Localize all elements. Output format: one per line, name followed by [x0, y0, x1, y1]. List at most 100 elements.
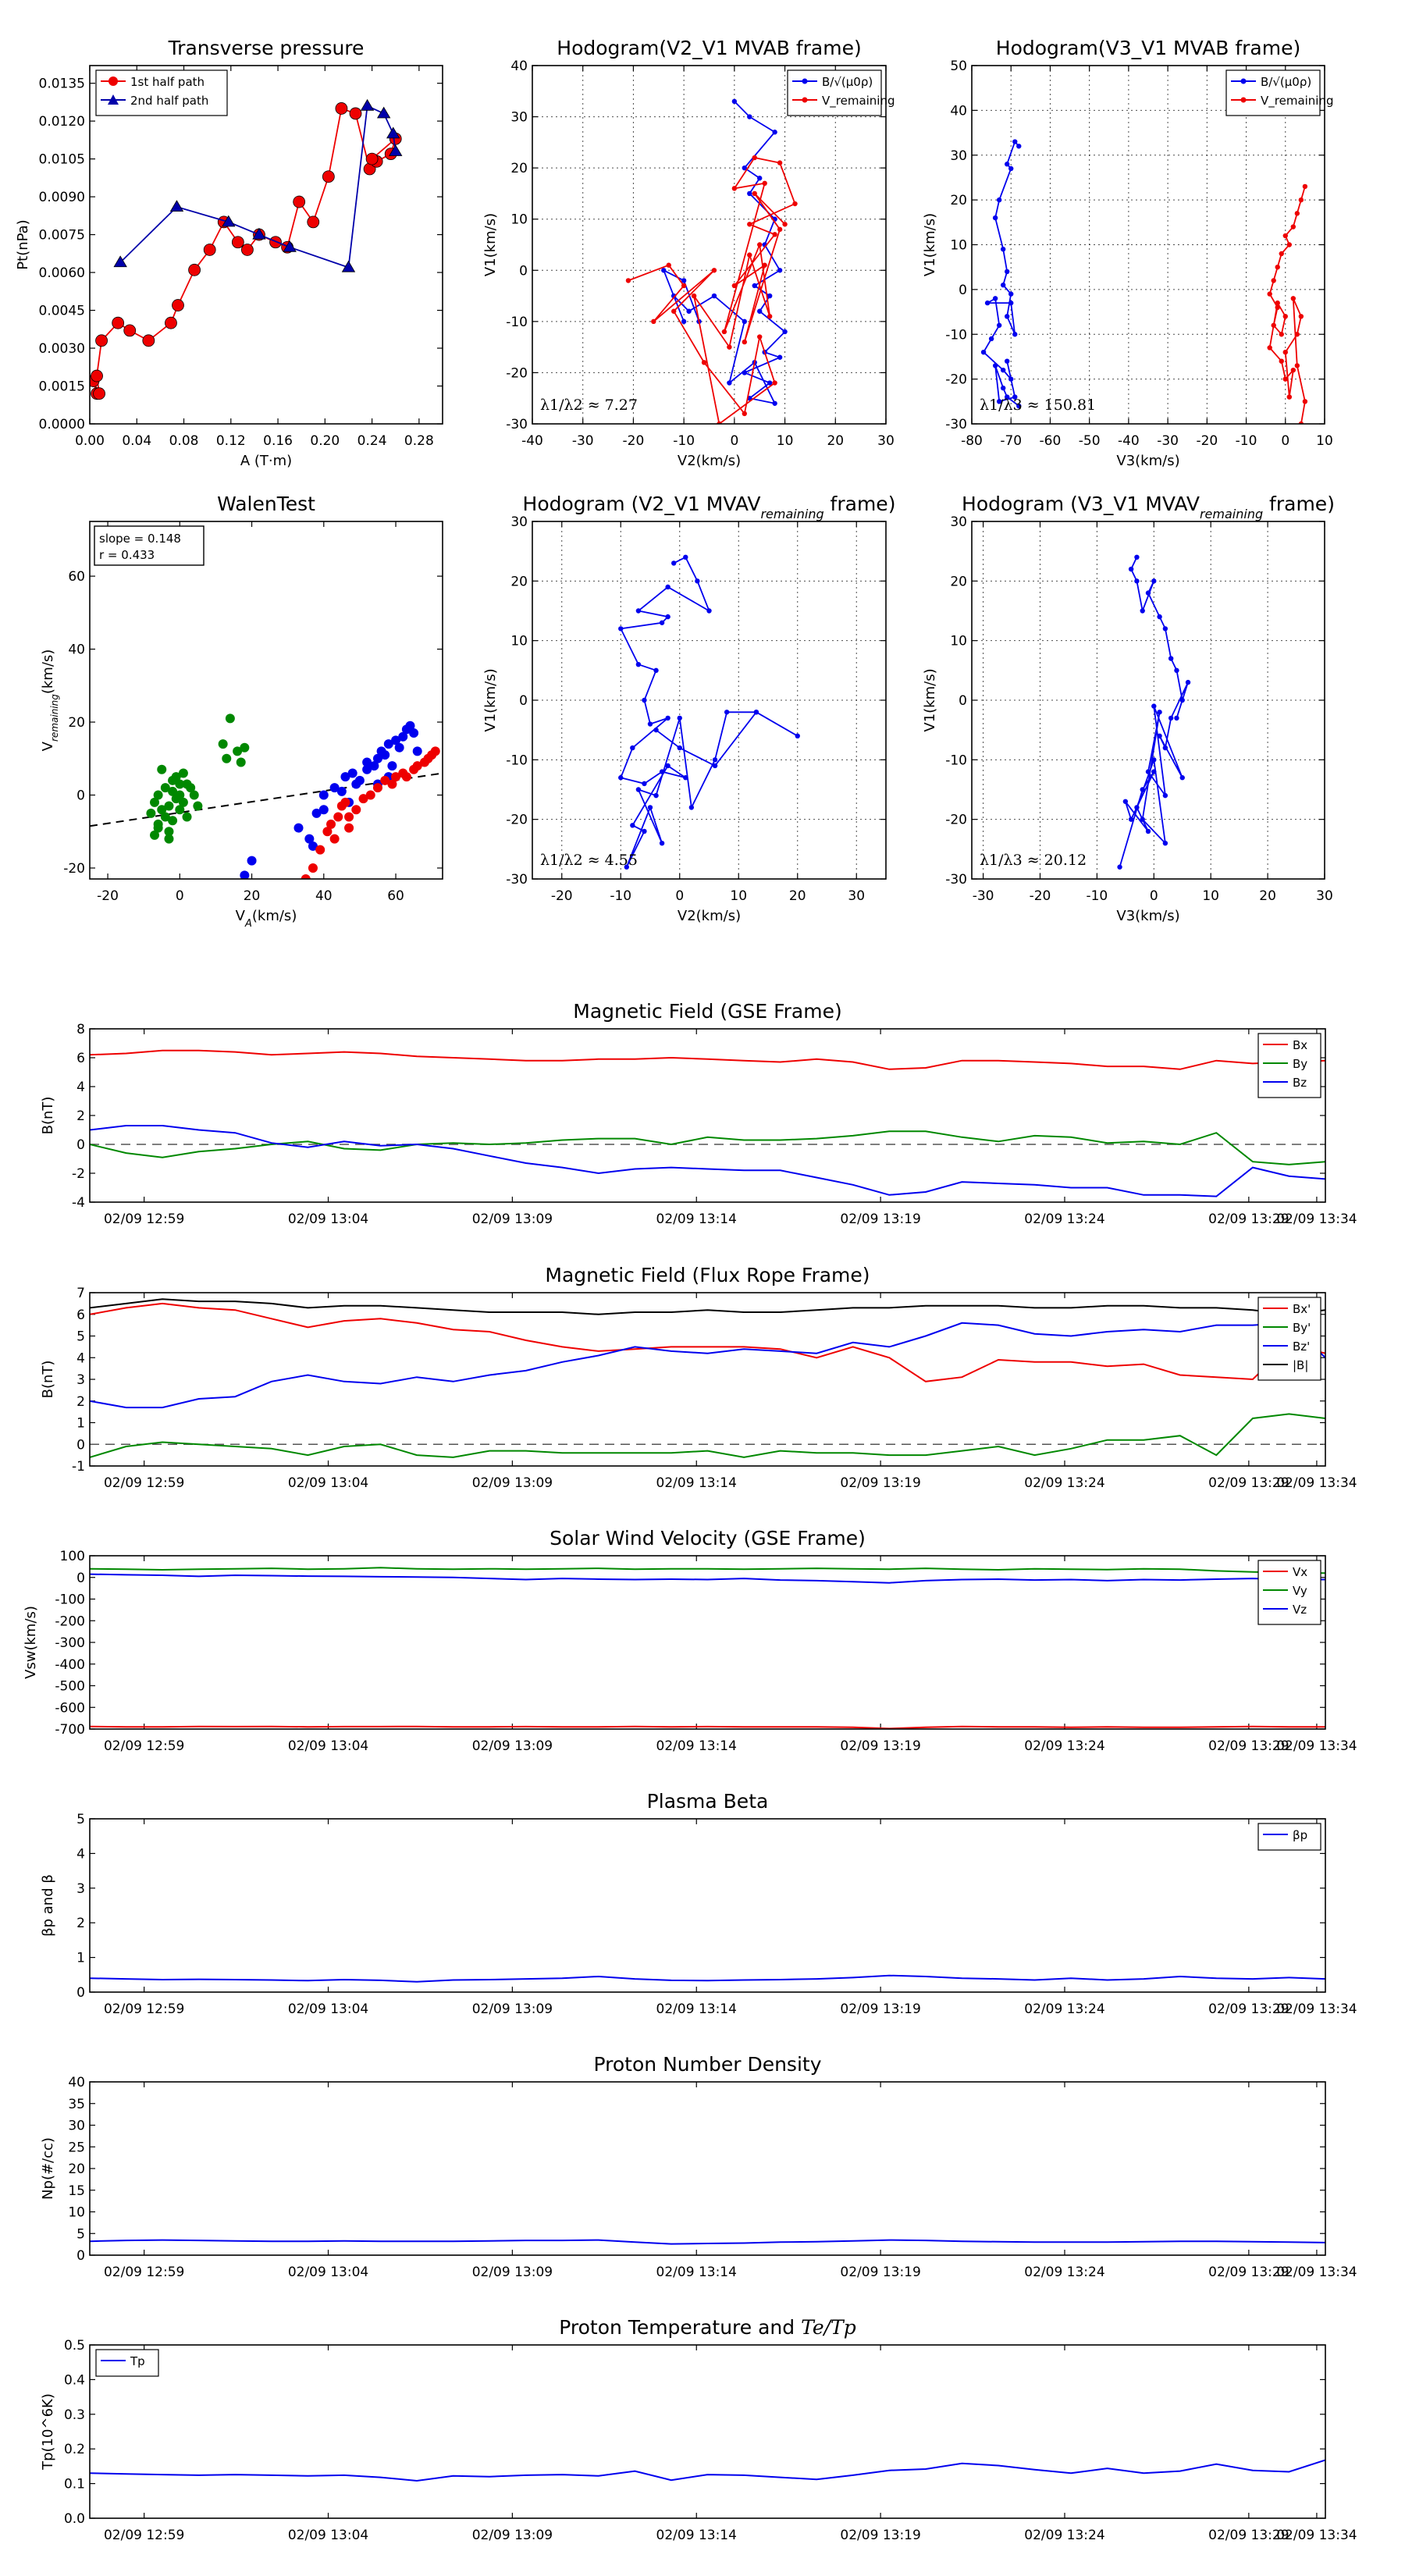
- data-point: [362, 757, 372, 767]
- data-point: [792, 201, 798, 207]
- x-tick-label: 02/09 13:09: [472, 1475, 553, 1491]
- data-point: [747, 190, 752, 197]
- y-tick-label: 35: [68, 2097, 85, 2112]
- data-point: [659, 841, 665, 846]
- data-point: [767, 380, 773, 386]
- y-tick-label: 0.0: [64, 2511, 85, 2527]
- data-point: [222, 753, 232, 763]
- y-tick-label: -4: [72, 1195, 85, 1211]
- y-tick-label: 0.0075: [39, 228, 85, 244]
- y-tick-label: 10: [950, 238, 967, 254]
- data-point: [1134, 578, 1140, 584]
- data-point: [372, 783, 382, 793]
- x-tick-label: -50: [1079, 433, 1101, 449]
- chart-title-part: Hodogram (V2_V1 MVAV: [523, 493, 761, 515]
- y-tick-label: 0.4: [64, 2372, 85, 2388]
- data-point: [365, 152, 379, 165]
- x-tick-label: 02/09 13:24: [1024, 2265, 1104, 2280]
- data-point: [742, 411, 747, 417]
- data-point: [1179, 775, 1185, 781]
- y-tick-label: 1: [76, 1416, 85, 1432]
- y-axis-label: Pt(nPa): [15, 219, 31, 269]
- plot-frame: [532, 521, 887, 880]
- data-point: [1294, 332, 1300, 337]
- data-point: [681, 278, 687, 283]
- x-tick-label: 0.20: [310, 433, 340, 449]
- data-point: [315, 845, 325, 855]
- x-tick-label: 30: [877, 433, 895, 449]
- chart-mf_fr: Magnetic Field (Flux Rope Frame) -1 0 1 2 3 4 5…: [40, 1264, 1357, 1491]
- x-tick-label: 02/09 13:19: [840, 1738, 920, 1754]
- data-point: [311, 808, 322, 818]
- legend-label: Bz': [1293, 1340, 1310, 1354]
- data-point: [1157, 614, 1162, 620]
- data-point: [153, 823, 163, 833]
- data-point: [398, 731, 408, 742]
- data-point: [1117, 864, 1122, 870]
- y-tick-label: -10: [506, 315, 528, 330]
- data-point: [380, 750, 390, 760]
- data-point: [222, 215, 236, 227]
- x-tick-label: 02/09 13:04: [288, 1475, 368, 1491]
- data-point: [996, 399, 1002, 404]
- data-point: [772, 380, 777, 386]
- y-tick-label: -300: [55, 1635, 85, 1651]
- data-point: [301, 874, 311, 879]
- legend-label: Vz: [1293, 1603, 1307, 1617]
- chart-title: Proton Temperature and Te/Tp: [559, 2316, 855, 2339]
- data-point: [322, 170, 335, 183]
- plot-area: [90, 713, 443, 879]
- x-tick-label: -70: [1000, 433, 1022, 449]
- x-tick-label: -20: [97, 888, 119, 904]
- legend-label: 1st half path: [130, 75, 205, 89]
- data-point: [308, 841, 318, 851]
- series-line: [90, 1302, 1325, 1382]
- data-point: [1290, 224, 1297, 229]
- chart-h4: Hodogram (V3_V1 MVAVremaining frame)-30-…: [922, 493, 1335, 924]
- chart-title: Hodogram (V3_V1 MVAVremaining frame): [962, 493, 1335, 521]
- y-tick-label: 7: [76, 1286, 85, 1301]
- chart-title: Plasma Beta: [647, 1790, 769, 1813]
- data-point: [389, 144, 403, 156]
- x-tick-label: -40: [521, 433, 543, 449]
- plot-frame: [89, 1555, 1326, 1730]
- data-point: [1279, 332, 1284, 337]
- x-tick-label: 10: [1202, 888, 1219, 904]
- legend-box: [1257, 1033, 1321, 1098]
- chart-title: Proton Number Density: [594, 2053, 822, 2076]
- y-tick-label: 50: [950, 59, 967, 74]
- data-point: [671, 560, 677, 566]
- plot-frame: [89, 2344, 1326, 2519]
- data-point: [630, 745, 635, 751]
- data-point: [686, 308, 692, 314]
- data-point: [795, 733, 800, 738]
- data-point: [93, 387, 105, 400]
- data-point: [329, 834, 340, 844]
- plot-frame: [971, 521, 1325, 880]
- data-point: [782, 222, 788, 227]
- x-tick-label: 02/09 13:24: [1024, 1738, 1104, 1754]
- data-point: [712, 757, 718, 763]
- x-tick-label: 02/09 13:24: [1024, 1475, 1104, 1491]
- x-tick-label: 20: [1259, 888, 1276, 904]
- y-tick-label: 20: [510, 574, 528, 589]
- y-tick-label: 0.0120: [39, 114, 85, 130]
- y-tick-label: 0: [76, 2248, 85, 2264]
- data-point: [630, 823, 635, 828]
- data-point: [1134, 554, 1140, 560]
- data-point: [322, 827, 333, 837]
- plot-area: [90, 98, 403, 400]
- plot-frame: [89, 1028, 1326, 1203]
- x-tick-label: 02/09 13:34: [1276, 2001, 1357, 2017]
- y-tick-label: -20: [506, 365, 528, 381]
- data-point: [1128, 566, 1134, 572]
- x-tick-label: 02/09 13:14: [656, 1475, 737, 1491]
- y-tick-label: 5: [76, 1812, 85, 1827]
- y-tick-label: -10: [945, 753, 967, 768]
- y-tick-label: 25: [68, 2140, 85, 2155]
- data-point: [150, 830, 160, 840]
- data-point: [112, 316, 125, 329]
- data-point: [231, 236, 244, 249]
- data-point: [677, 745, 682, 751]
